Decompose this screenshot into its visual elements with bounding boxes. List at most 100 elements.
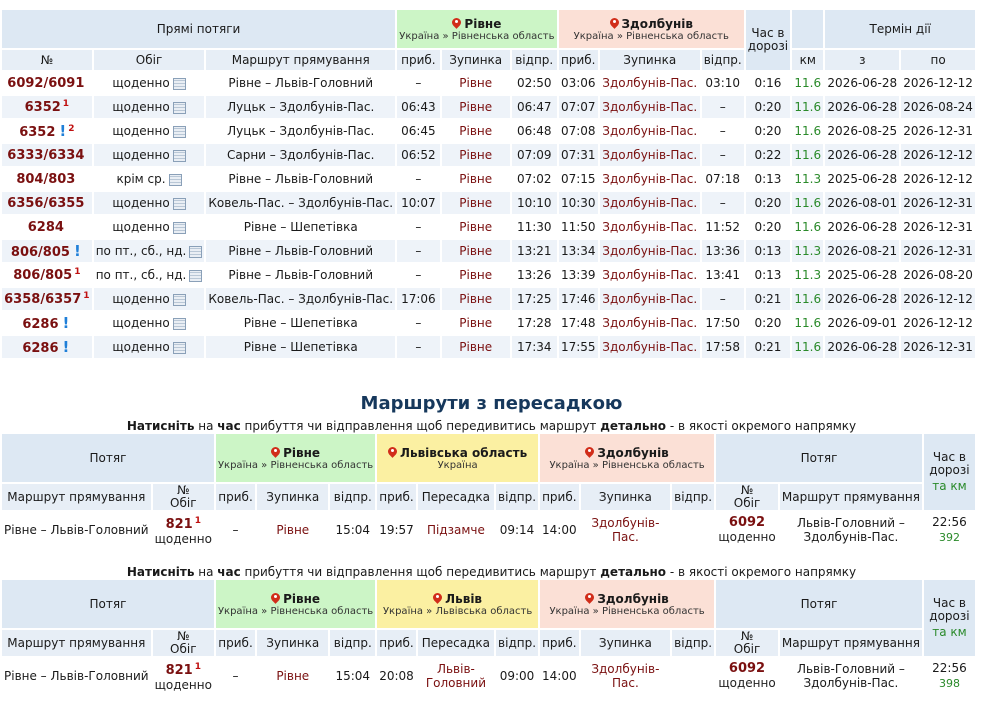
stop-to[interactable]: Здолбунів-Пас. <box>599 168 700 190</box>
route-cell[interactable]: Луцьк – Здолбунів-Пас. <box>206 96 396 118</box>
calendar-icon[interactable] <box>172 293 186 306</box>
stop-to[interactable]: Здолбунів-Пас. <box>580 658 671 694</box>
stop-from[interactable]: Рівне <box>441 240 510 262</box>
stop-to[interactable]: Здолбунів-Пас. <box>599 144 700 166</box>
arrival-from[interactable]: 06:43 <box>397 96 440 118</box>
departure-to[interactable]: 13:36 <box>701 240 744 262</box>
to-station-header[interactable]: Здолбунів Україна » Рівненська область <box>540 580 715 628</box>
arrival-from[interactable]: – <box>397 72 440 94</box>
route-cell[interactable]: Луцьк – Здолбунів-Пас. <box>206 120 396 142</box>
train-number[interactable]: 6352 1 <box>2 96 92 118</box>
departure-to[interactable]: 13:41 <box>701 264 744 286</box>
schedule-cell[interactable]: щоденно <box>93 144 205 166</box>
schedule-cell[interactable]: крім ср. <box>93 168 205 190</box>
arrival-to[interactable]: 10:30 <box>558 192 598 214</box>
stop-from[interactable]: Рівне <box>441 144 510 166</box>
train-number[interactable]: 804/803 <box>2 168 92 190</box>
departure-from[interactable]: 07:02 <box>511 168 557 190</box>
departure-from[interactable]: 06:48 <box>511 120 557 142</box>
arrival-from[interactable]: – <box>397 336 440 358</box>
schedule-cell[interactable]: щоденно <box>93 312 205 334</box>
stop-to[interactable]: Здолбунів-Пас. <box>599 192 700 214</box>
route-cell[interactable]: Рівне – Шепетівка <box>206 312 396 334</box>
departure-from[interactable]: 11:30 <box>511 216 557 238</box>
train-number[interactable]: 6286! <box>2 312 92 334</box>
arrival-to[interactable]: 14:00 <box>540 512 579 548</box>
route1-cell[interactable]: Рівне – Львів-Головний <box>2 658 151 694</box>
departure-to[interactable]: – <box>701 192 744 214</box>
from-station-header[interactable]: Рівне Україна » Рівненська область <box>215 580 376 628</box>
arrival-from[interactable]: – <box>397 312 440 334</box>
stop-from[interactable]: Рівне <box>441 288 510 310</box>
stop-to[interactable]: Здолбунів-Пас. <box>599 72 700 94</box>
train-row[interactable]: 6286! щоденно Рівне – Шепетівка – Рівне 17:34… <box>2 336 975 358</box>
schedule-cell[interactable]: щоденно <box>93 72 205 94</box>
train2-cell[interactable]: 6092 щоденно <box>716 512 778 548</box>
arrival-to[interactable]: 17:48 <box>558 312 598 334</box>
train-number[interactable]: 6286! <box>2 336 92 358</box>
arrival-from[interactable]: 06:52 <box>397 144 440 166</box>
stop-to[interactable]: Здолбунів-Пас. <box>599 288 700 310</box>
train-row[interactable]: 6352 1 щоденно Луцьк – Здолбунів-Пас. 06:43 Р… <box>2 96 975 118</box>
departure-to[interactable]: 17:50 <box>701 312 744 334</box>
arrival-to[interactable]: 13:34 <box>558 240 598 262</box>
departure-to[interactable]: – <box>701 120 744 142</box>
route2-cell[interactable]: Львів-Головний – Здолбунів-Пас. <box>779 512 922 548</box>
stop-to[interactable]: Здолбунів-Пас. <box>599 336 700 358</box>
train-row[interactable]: 6358/6357 1 щоденно Ковель-Пас. – Здолбунів… <box>2 288 975 310</box>
departure-to[interactable]: 17:58 <box>701 336 744 358</box>
departure-from[interactable]: 13:26 <box>511 264 557 286</box>
schedule-cell[interactable]: по пт., сб., нд. <box>93 264 205 286</box>
calendar-icon[interactable] <box>172 341 186 354</box>
train-number[interactable]: 6358/6357 1 <box>2 288 92 310</box>
train-row[interactable]: 806/805 1 по пт., сб., нд. Рівне – Львів-Го… <box>2 264 975 286</box>
stop-from[interactable]: Рівне <box>441 120 510 142</box>
route-cell[interactable]: Рівне – Львів-Головний <box>206 168 396 190</box>
departure-from[interactable]: 13:21 <box>511 240 557 262</box>
arrival-to[interactable]: 14:00 <box>540 658 579 694</box>
arrival-to[interactable]: 07:07 <box>558 96 598 118</box>
route2-cell[interactable]: Львів-Головний – Здолбунів-Пас. <box>779 658 922 694</box>
stop-to[interactable]: Здолбунів-Пас. <box>599 216 700 238</box>
train-row[interactable]: 6352! 2 щоденно Луцьк – Здолбунів-Пас. 06:45… <box>2 120 975 142</box>
arrival-from[interactable]: 17:06 <box>397 288 440 310</box>
train-number[interactable]: 6284 <box>2 216 92 238</box>
arrival-to[interactable]: 03:06 <box>558 72 598 94</box>
train2-cell[interactable]: 6092 щоденно <box>716 658 778 694</box>
arrival-transfer[interactable]: 19:57 <box>377 512 416 548</box>
stop-from[interactable]: Рівне <box>441 216 510 238</box>
schedule-cell[interactable]: щоденно <box>93 192 205 214</box>
schedule-cell[interactable]: щоденно <box>93 336 205 358</box>
train-row[interactable]: 6333/6334 щоденно Сарни – Здолбунів-Пас. 06… <box>2 144 975 166</box>
stop-from[interactable]: Рівне <box>441 312 510 334</box>
departure-from[interactable]: 07:09 <box>511 144 557 166</box>
stop-to[interactable]: Здолбунів-Пас. <box>599 240 700 262</box>
stop-from[interactable]: Рівне <box>257 512 329 548</box>
schedule-cell[interactable]: щоденно <box>93 120 205 142</box>
arrival-to[interactable]: 11:50 <box>558 216 598 238</box>
departure-to[interactable]: – <box>701 96 744 118</box>
departure-from[interactable]: 15:04 <box>330 658 376 694</box>
stop-to[interactable]: Здолбунів-Пас. <box>599 120 700 142</box>
departure-to[interactable]: 03:10 <box>701 72 744 94</box>
stop-to[interactable]: Здолбунів-Пас. <box>580 512 671 548</box>
train1-cell[interactable]: 821 1 щоденно <box>152 658 214 694</box>
from-station-header[interactable]: Рівне Україна » Рівненська область <box>397 10 557 48</box>
calendar-icon[interactable] <box>168 173 182 186</box>
departure-to[interactable]: 07:18 <box>701 168 744 190</box>
train-row[interactable]: 804/803 крім ср. Рівне – Львів-Головний – Рі… <box>2 168 975 190</box>
calendar-icon[interactable] <box>189 269 203 282</box>
notice-icon[interactable]: ! <box>59 122 67 140</box>
stop-to[interactable]: Здолбунів-Пас. <box>599 312 700 334</box>
train-number[interactable]: 806/805! <box>2 240 92 262</box>
route-cell[interactable]: Рівне – Львів-Головний <box>206 264 396 286</box>
departure-from[interactable]: 17:28 <box>511 312 557 334</box>
calendar-icon[interactable] <box>172 197 186 210</box>
calendar-icon[interactable] <box>172 125 186 138</box>
route-cell[interactable]: Рівне – Львів-Головний <box>206 72 396 94</box>
departure-from[interactable]: 15:04 <box>330 512 376 548</box>
calendar-icon[interactable] <box>189 245 203 258</box>
route-cell[interactable]: Рівне – Шепетівка <box>206 336 396 358</box>
arrival-to[interactable]: 07:08 <box>558 120 598 142</box>
arrival-from[interactable]: – <box>397 240 440 262</box>
